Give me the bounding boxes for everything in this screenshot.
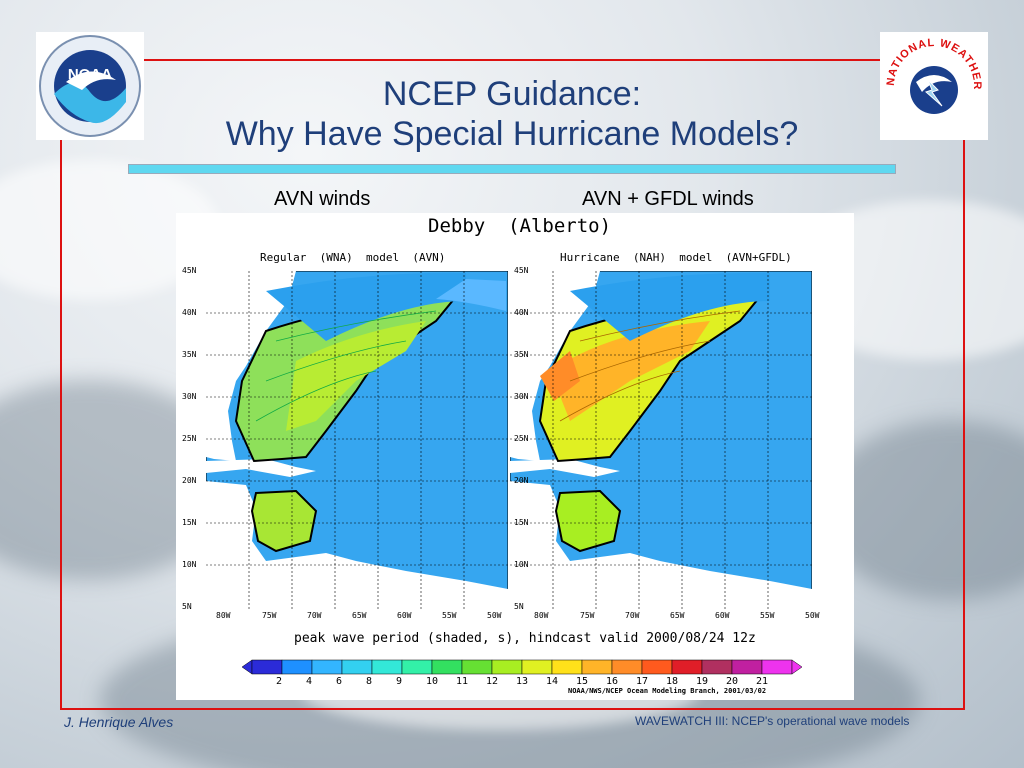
lat-label: 40N [182,308,197,317]
lon-label: 50W [805,611,820,620]
lat-label: 30N [182,392,197,401]
colorbar-label: 14 [546,676,559,687]
colorbar-swatch [461,659,493,675]
lon-label: 80W [534,611,549,620]
lon-label: 50W [487,611,502,620]
slide-title-line2: Why Have Special Hurricane Models? [225,115,799,153]
lat-label: 10N [514,560,529,569]
colorbar-swatch [491,659,523,675]
lon-label: 55W [442,611,457,620]
lat-label: 35N [182,350,197,359]
left-caption: AVN winds [274,188,371,210]
figure-caption: peak wave period (shaded, s), hindcast v… [294,631,756,646]
nws-logo: NATIONAL WEATHER SERVICE [876,23,988,140]
colorbar [242,659,802,675]
colorbar-label: 13 [516,676,529,687]
lon-label: 70W [625,611,640,620]
colorbar-arrow-left [242,659,253,675]
noaa-logo-text: NOAA [68,66,112,83]
lon-label: 75W [262,611,277,620]
colorbar-label: 21 [756,676,769,687]
storm-title: Debby (Alberto) [428,215,612,237]
lon-label: 60W [397,611,412,620]
colorbar-label: 9 [396,676,403,687]
colorbar-swatch [251,659,283,675]
right-panel-title: Hurricane (NAH) model (AVN+GFDL) [560,251,792,264]
colorbar-label: 12 [486,676,499,687]
colorbar-swatch [641,659,673,675]
lat-label: 20N [182,476,197,485]
colorbar-swatch [551,659,583,675]
lon-label: 55W [760,611,775,620]
colorbar-swatch [401,659,433,675]
colorbar-label: 4 [306,676,313,687]
colorbar-swatch [521,659,553,675]
colorbar-swatch [731,659,763,675]
lon-label: 75W [580,611,595,620]
lat-label: 15N [182,518,197,527]
left-panel-title: Regular (WNA) model (AVN) [260,251,446,264]
lat-label: 20N [514,476,529,485]
figure-credit: NOAA/NWS/NCEP Ocean Modeling Branch, 200… [568,687,767,695]
lat-label: 10N [182,560,197,569]
colorbar-swatch [581,659,613,675]
title-divider [128,164,896,174]
lat-label: 40N [514,308,529,317]
colorbar-label: 10 [426,676,439,687]
colorbar-swatch [311,659,343,675]
colorbar-label: 6 [336,676,343,687]
noaa-logo: NOAA [36,32,144,140]
right-caption: AVN + GFDL winds [582,188,754,210]
lon-label: 70W [307,611,322,620]
lat-label: 45N [514,266,529,275]
colorbar-label: 19 [696,676,709,687]
slide-frame [60,59,965,710]
left-map [206,271,508,609]
lat-label: 25N [514,434,529,443]
colorbar-swatch [701,659,733,675]
lat-label: 5N [514,602,524,611]
colorbar-labels: 2 4 6 8 9 10 11 12 13 14 15 16 17 18 19 20 21 [242,676,802,688]
lat-label: 45N [182,266,197,275]
lat-label: 15N [514,518,529,527]
colorbar-swatch [431,659,463,675]
lat-label: 25N [182,434,197,443]
colorbar-swatch [761,659,793,675]
lon-label: 80W [216,611,231,620]
colorbar-label: 11 [456,676,469,687]
lon-label: 60W [715,611,730,620]
lon-label: 65W [352,611,367,620]
lat-label: 30N [514,392,529,401]
colorbar-swatch [611,659,643,675]
colorbar-swatch [371,659,403,675]
footer-note: WAVEWATCH III: NCEP's operational wave m… [635,714,910,728]
lat-label: 35N [514,350,529,359]
colorbar-swatch [671,659,703,675]
colorbar-swatch [281,659,313,675]
author-name: J. Henrique Alves [64,714,174,730]
slide-title-line1: NCEP Guidance: [382,75,642,113]
lat-label: 5N [182,602,192,611]
wave-period-figure: Debby (Alberto) Regular (WNA) model (AVN… [176,213,854,700]
colorbar-swatch [341,659,373,675]
colorbar-label: 18 [666,676,679,687]
right-map [510,271,812,609]
colorbar-label: 15 [576,676,589,687]
colorbar-label: 16 [606,676,619,687]
lon-label: 65W [670,611,685,620]
colorbar-label: 8 [366,676,373,687]
colorbar-arrow-right [791,659,802,675]
colorbar-label: 20 [726,676,739,687]
colorbar-label: 17 [636,676,649,687]
colorbar-label: 2 [276,676,283,687]
